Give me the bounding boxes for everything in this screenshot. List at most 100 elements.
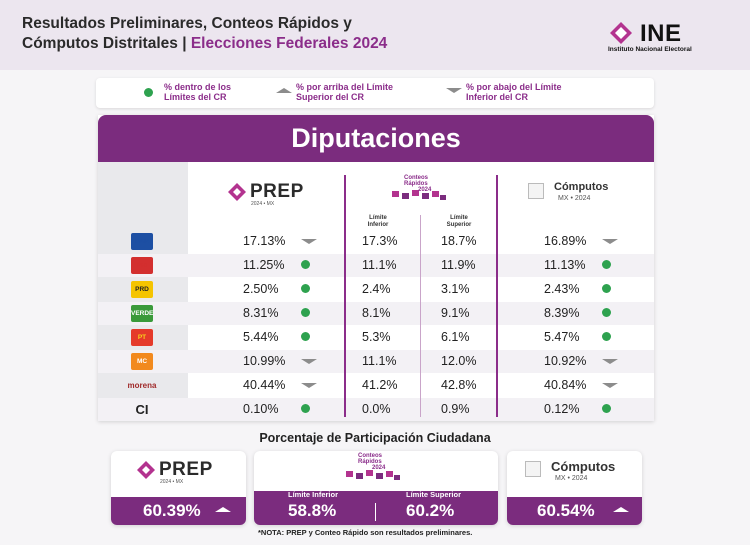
table-row: VERDE 8.31% 8.1% 9.1% 8.39% xyxy=(98,302,654,325)
computos-value: 16.89% xyxy=(544,234,587,248)
participation-lim-sup-label: Límite Superior xyxy=(406,490,462,499)
footnote: *NOTA: PREP y Conteo Rápido son resultad… xyxy=(258,528,473,537)
participation-prep-box: PREP 2024 • MX 60.39% xyxy=(111,451,246,525)
ine-logo: INE Instituto Nacional Electoral xyxy=(606,20,726,54)
limite-inferior-value: 11.1% xyxy=(362,258,397,272)
legend-below-line1: % por abajo del Límite xyxy=(466,82,562,92)
participation-prep-logo-text: PREP xyxy=(159,459,213,480)
limite-inferior-value: 0.0% xyxy=(362,402,391,416)
limite-superior-cell: 0.9% xyxy=(441,402,470,416)
prep-value: 40.44% xyxy=(243,378,286,392)
computos-value: 0.12% xyxy=(544,402,580,416)
legend-above-line1: % por arriba del Límite xyxy=(296,82,394,92)
limite-inferior-cell: 0.0% xyxy=(362,402,391,416)
limite-superior-value: 11.9% xyxy=(441,258,476,272)
participation-cr-title-line1: Conteos xyxy=(358,453,382,459)
prep-cell: 40.44% xyxy=(243,378,317,392)
conteos-rapidos-icon xyxy=(392,190,446,200)
participation-computos-logo-text: Cómputos xyxy=(551,459,616,474)
prep-cell: 10.99% xyxy=(243,354,317,368)
participation-prep-value-text: 60.39% xyxy=(143,501,201,520)
prep-cell: 0.10% xyxy=(243,402,310,416)
participation-computos-box: Cómputos MX • 2024 60.54% xyxy=(507,451,642,525)
limite-superior-cell: 9.1% xyxy=(441,306,470,320)
inside-dot-icon xyxy=(301,404,310,413)
prep-cell: 5.44% xyxy=(243,330,310,344)
prep-logo-text: PREP xyxy=(250,181,304,202)
cr-title-line1: Conteos xyxy=(404,175,428,181)
party-logo-icon: PRD xyxy=(131,281,153,298)
limite-inferior-header: Límite Inferior xyxy=(353,215,403,228)
table-row: PAN 17.13% 17.3% 18.7% 16.89% xyxy=(98,230,654,253)
cr-divider-left xyxy=(344,175,346,417)
prep-mark-icon xyxy=(228,183,246,201)
computos-cell: 8.39% xyxy=(544,306,611,320)
above-triangle-icon xyxy=(276,88,292,93)
legend-below: % por abajo del Límite Inferior del CR xyxy=(446,82,562,102)
participation-computos-value: 60.54% xyxy=(537,501,629,521)
participation-computos-footer: 60.54% xyxy=(507,497,642,525)
computos-value: 5.47% xyxy=(544,330,580,344)
participation-cr-title: Conteos Rápidos 2024 xyxy=(358,453,385,471)
card-heading: Diputaciones xyxy=(98,115,654,162)
limite-superior-value: 6.1% xyxy=(441,330,470,344)
participation-lim-inf-label: Límite Inferior xyxy=(288,490,339,499)
inside-dot-icon xyxy=(301,260,310,269)
participation-prep-mark-icon xyxy=(137,461,155,479)
party-logo-icon: MC xyxy=(131,353,153,370)
title-line-2-main: Cómputos Distritales | xyxy=(22,35,191,52)
inside-dot-icon xyxy=(602,284,611,293)
conteos-rapidos-title: Conteos Rápidos 2024 xyxy=(404,175,431,193)
title-line-1: Resultados Preliminares, Conteos Rápidos… xyxy=(22,15,352,32)
participation-cr-logo: Conteos Rápidos 2024 xyxy=(344,453,404,485)
computos-value: 40.84% xyxy=(544,378,587,392)
limite-inferior-cell: 8.1% xyxy=(362,306,391,320)
cr-divider-right xyxy=(496,175,498,417)
inside-dot-icon xyxy=(301,284,310,293)
computos-cell: 16.89% xyxy=(544,234,618,248)
table-row: MC 10.99% 11.1% 12.0% 10.92% xyxy=(98,350,654,373)
limite-inferior-header-line2: Inferior xyxy=(367,221,389,228)
limite-superior-cell: 18.7% xyxy=(441,234,476,248)
participation-computos-above-icon xyxy=(613,507,629,512)
below-triangle-icon xyxy=(301,383,317,388)
table-row: PRD 2.50% 2.4% 3.1% 2.43% xyxy=(98,278,654,301)
limite-superior-value: 42.8% xyxy=(441,378,477,392)
participation-title: Porcentaje de Participación Ciudadana xyxy=(259,431,491,445)
legend-below-line2: Inferior del CR xyxy=(466,92,529,102)
party-logo-icon: PT xyxy=(131,329,153,346)
below-triangle-icon xyxy=(446,88,462,93)
ine-logo-text: INE xyxy=(640,20,682,47)
limite-inferior-cell: 41.2% xyxy=(362,378,397,392)
page-title: Resultados Preliminares, Conteos Rápidos… xyxy=(22,14,387,54)
limite-inferior-cell: 5.3% xyxy=(362,330,391,344)
limite-superior-value: 9.1% xyxy=(441,306,470,320)
computos-doc-icon xyxy=(528,183,544,199)
results-card: Diputaciones PREP 2024 • MX Conteos Rápi… xyxy=(98,115,654,421)
participation-cr-divider xyxy=(375,503,376,521)
prep-cell: 17.13% xyxy=(243,234,317,248)
computos-value: 2.43% xyxy=(544,282,580,296)
legend-above: % por arriba del Límite Superior del CR xyxy=(276,82,394,102)
limite-superior-cell: 3.1% xyxy=(441,282,470,296)
prep-value: 2.50% xyxy=(243,282,279,296)
table-row: PT 5.44% 5.3% 6.1% 5.47% xyxy=(98,326,654,349)
party-logo-icon: PAN xyxy=(131,233,153,250)
limite-superior-cell: 12.0% xyxy=(441,354,476,368)
limite-inferior-value: 2.4% xyxy=(362,282,391,296)
limite-superior-header-line1: Límite xyxy=(450,215,468,221)
prep-value: 10.99% xyxy=(243,354,286,368)
prep-value: 17.13% xyxy=(243,234,286,248)
cr-divider-middle xyxy=(420,215,421,417)
limite-superior-cell: 42.8% xyxy=(441,378,476,392)
below-triangle-icon xyxy=(602,239,618,244)
limite-inferior-value: 5.3% xyxy=(362,330,391,344)
title-line-2-accent: Elecciones Federales 2024 xyxy=(190,35,388,52)
participation-prep-footer: 60.39% xyxy=(111,497,246,525)
participation-prep-logo-subtitle: 2024 • MX xyxy=(160,479,184,485)
legend: % dentro de los Límites del CR % por arr… xyxy=(96,78,654,108)
ine-mark-icon xyxy=(610,22,632,44)
inside-dot-icon xyxy=(301,308,310,317)
participation-computos-value-text: 60.54% xyxy=(537,501,595,520)
limite-superior-header: Límite Superior xyxy=(434,215,484,228)
